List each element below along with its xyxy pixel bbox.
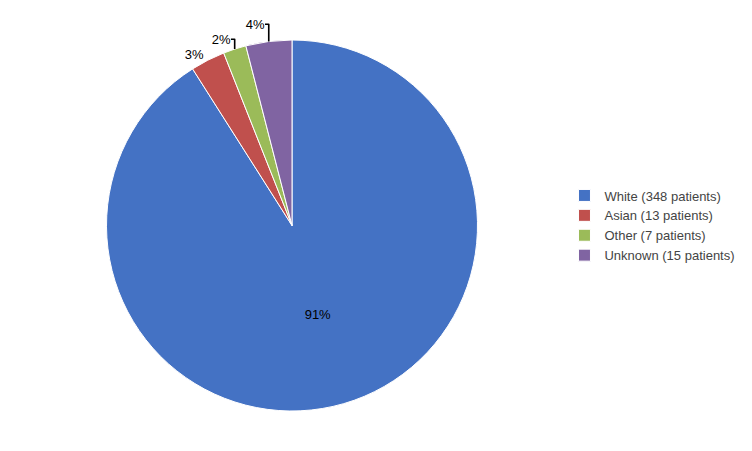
svg-text:3%: 3%: [185, 47, 204, 62]
svg-text:White (348 patients): White (348 patients): [604, 189, 720, 204]
svg-text:91%: 91%: [305, 307, 331, 322]
svg-text:4%: 4%: [246, 17, 265, 32]
svg-text:Asian (13 patients): Asian (13 patients): [604, 208, 712, 223]
svg-text:Unknown (15 patients): Unknown (15 patients): [604, 248, 734, 263]
svg-text:Other (7 patients): Other (7 patients): [604, 228, 705, 243]
svg-text:2%: 2%: [212, 32, 231, 47]
